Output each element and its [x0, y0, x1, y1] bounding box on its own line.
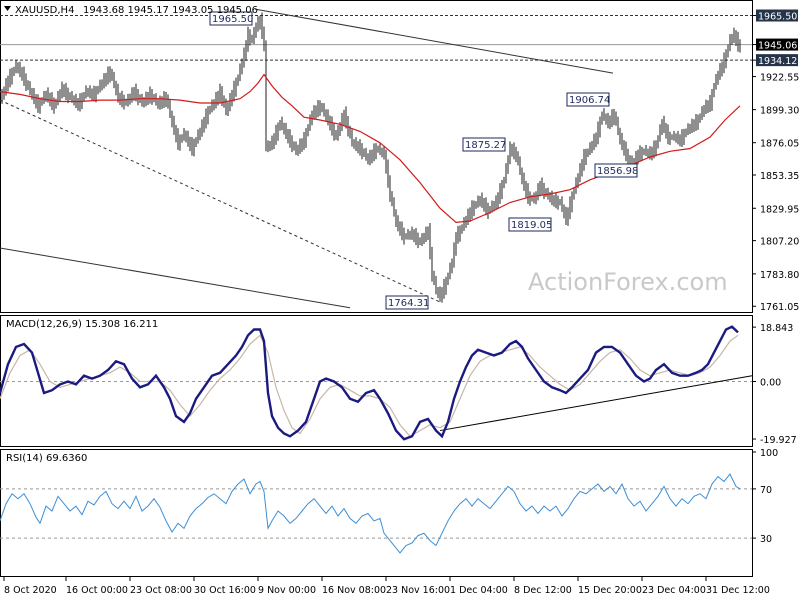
time-tick-label: 16 Nov 08:00: [322, 585, 386, 596]
macd-tick-label: -19.927: [760, 435, 797, 446]
price-tick-label: 1761.05: [760, 302, 799, 313]
ohlc-label: 1943.68 1945.17 1943.05 1945.06: [83, 5, 258, 16]
rsi-tick-label: 100: [760, 448, 778, 459]
price-tick-label: 1945.06: [758, 41, 797, 52]
price-trendline: [0, 247, 351, 309]
price-tick-label: 1899.30: [760, 106, 799, 117]
price-trendline: [0, 99, 441, 303]
time-tick-label: 15 Dec 20:00: [578, 585, 642, 596]
rsi-tick-label: 30: [760, 534, 772, 545]
macd-tick-label: 0.00: [760, 378, 781, 389]
rsi-line: [0, 473, 741, 554]
price-tick-label: 1807.20: [760, 237, 799, 248]
macd-line: [0, 325, 739, 441]
price-annotation-1819.05: 1819.05: [508, 217, 552, 232]
price-tag-1934.12: [756, 54, 798, 67]
svg-text:1819.05: 1819.05: [511, 220, 552, 231]
price-tag-1945.06: [756, 38, 798, 51]
price-trendline: [254, 8, 614, 74]
price-tick-label: 1922.55: [760, 73, 799, 84]
time-tick-label: 31 Dec 12:00: [706, 585, 770, 596]
macd-signal-line: [0, 334, 739, 438]
svg-text:1764.31: 1764.31: [388, 298, 429, 309]
svg-text:1875.27: 1875.27: [465, 140, 506, 151]
rsi-title: RSI(14) 69.6360: [6, 453, 87, 464]
price-annotation-1856.98: 1856.98: [594, 163, 638, 178]
watermark: ActionForex.com: [528, 268, 728, 296]
price-tick-label: 1853.35: [760, 171, 799, 182]
price-tick-label: 1934.12: [758, 56, 797, 67]
price-header: XAUUSD,H4 1943.68 1945.17 1943.05 1945.0…: [4, 5, 258, 16]
price-tick-label: 1876.05: [760, 139, 799, 150]
time-tick-label: 23 Oct 08:00: [130, 585, 192, 596]
time-tick-label: 8 Oct 2020: [4, 585, 57, 596]
time-tick-label: 23 Dec 04:00: [642, 585, 706, 596]
price-tag-1965.50: [756, 9, 798, 22]
macd-title: MACD(12,26,9) 15.308 16.211: [6, 319, 158, 330]
collapse-arrow-icon: [4, 6, 11, 11]
price-panel: [0, 0, 753, 313]
macd-trendline: [439, 375, 753, 432]
price-tick-label: 1829.95: [760, 204, 799, 215]
price-tick-label: 1783.80: [760, 270, 799, 281]
price-annotation-1965.50: 1965.50: [209, 11, 253, 26]
time-tick-label: 30 Oct 16:00: [194, 585, 256, 596]
rsi-panel: [0, 449, 753, 577]
time-tick-label: 1 Dec 04:00: [450, 585, 508, 596]
price-annotation-1764.31: 1764.31: [385, 295, 429, 310]
time-tick-label: 23 Nov 16:00: [386, 585, 450, 596]
svg-text:1965.50: 1965.50: [212, 14, 253, 25]
rsi-tick-label: 70: [760, 485, 772, 496]
time-tick-label: 9 Nov 00:00: [258, 585, 316, 596]
svg-text:1906.74: 1906.74: [569, 95, 610, 106]
svg-text:1856.98: 1856.98: [597, 166, 638, 177]
time-tick-label: 16 Oct 00:00: [66, 585, 128, 596]
price-tick-label: 1965.50: [758, 12, 797, 23]
symbol-label: XAUUSD,H4: [15, 5, 74, 16]
time-tick-label: 8 Dec 12:00: [514, 585, 572, 596]
price-annotation-1875.27: 1875.27: [462, 137, 506, 152]
macd-tick-label: 18.843: [760, 323, 793, 334]
price-annotation-1906.74: 1906.74: [566, 92, 610, 107]
